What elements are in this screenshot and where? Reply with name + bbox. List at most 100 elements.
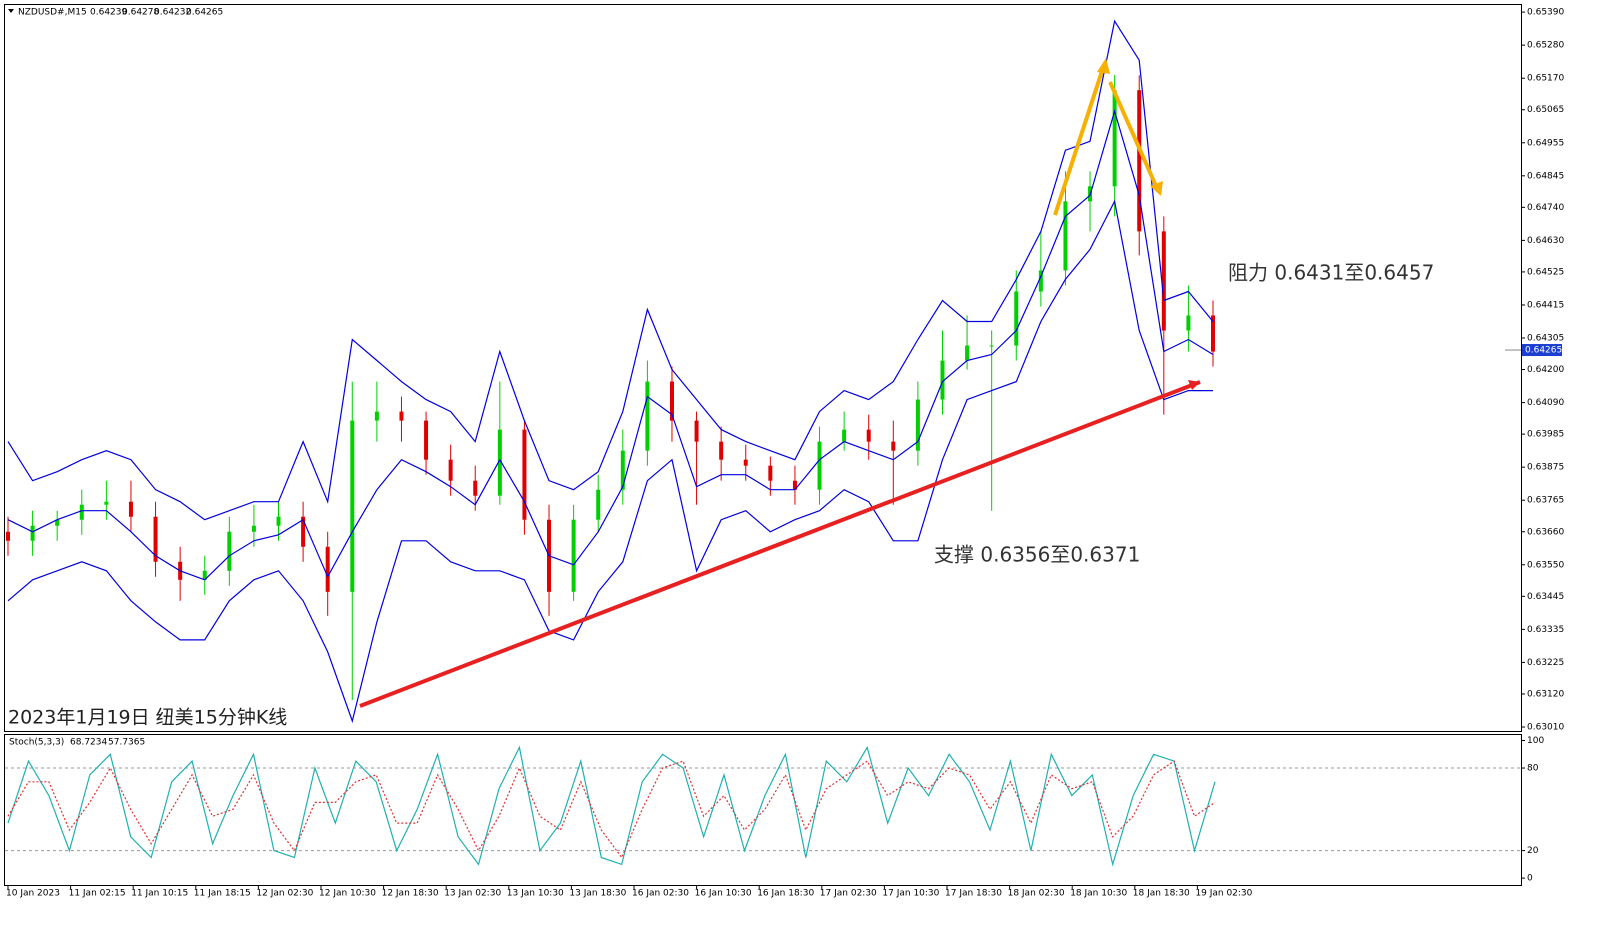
header-value: 0.64278 — [122, 8, 159, 18]
symbol: NZDUSD#,M15 — [18, 8, 87, 18]
candle-body — [522, 429, 527, 520]
candle-body — [817, 441, 822, 490]
candle-body — [30, 525, 35, 541]
candle-body — [1211, 315, 1215, 352]
down-arrow — [1108, 81, 1158, 187]
candle-body — [473, 480, 478, 496]
header-value: 0.64265 — [186, 8, 223, 18]
candle-body — [792, 480, 797, 490]
stoch-signal — [7, 760, 1216, 859]
x-tick-label: 13 Jan 18:30 — [569, 889, 626, 899]
main-panel — [4, 4, 1522, 732]
header-value: 0.64232 — [154, 8, 191, 18]
candle-body — [669, 381, 674, 421]
x-tick-label: 12 Jan 02:30 — [256, 889, 313, 899]
candle-body — [915, 399, 920, 451]
y-tick-label: 0 — [1527, 874, 1533, 884]
y-tick-label: 0.63985 — [1527, 430, 1564, 440]
candle-body — [202, 570, 207, 580]
candle-body — [1161, 231, 1166, 331]
x-tick-label: 11 Jan 10:15 — [131, 889, 188, 899]
y-tick-label: 0.63225 — [1527, 658, 1564, 668]
candle-body — [1186, 315, 1191, 331]
y-tick-label: 100 — [1527, 736, 1544, 746]
candle-body — [596, 489, 601, 520]
candle-body — [965, 345, 970, 361]
candle-body — [424, 420, 429, 460]
y-tick-label: 0.64090 — [1527, 398, 1564, 408]
candle-body — [1112, 90, 1117, 187]
x-tick-label: 11 Jan 18:15 — [194, 889, 251, 899]
x-tick-label: 18 Jan 18:30 — [1133, 889, 1190, 899]
candle-body — [399, 411, 404, 421]
candle-body — [866, 429, 871, 442]
candle-body — [448, 459, 453, 481]
y-tick-label: 0.63765 — [1527, 496, 1564, 506]
indicator-value: 68.7234 — [70, 738, 107, 748]
y-tick-label: 0.65390 — [1527, 8, 1564, 18]
candle-body — [301, 516, 306, 547]
drawings — [359, 58, 1201, 708]
candle-body — [128, 501, 133, 517]
x-tick-label: 17 Jan 02:30 — [820, 889, 877, 899]
x-tick-label: 13 Jan 10:30 — [507, 889, 564, 899]
y-tick-label: 0.65170 — [1527, 74, 1564, 84]
support-note: 支撑 0.6356至0.6371 — [934, 543, 1140, 567]
candle-body — [325, 546, 330, 592]
x-tick-label: 18 Jan 10:30 — [1070, 889, 1127, 899]
y-tick-label: 20 — [1527, 846, 1539, 856]
candle-body — [55, 519, 60, 526]
indicator-title: Stoch(5,3,3) — [9, 738, 64, 748]
support-trendline — [359, 380, 1201, 708]
band-upper — [7, 19, 1214, 521]
up-arrow — [1053, 67, 1105, 216]
candle-body — [1014, 291, 1019, 346]
caption: 2023年1月19日 纽美15分钟K线 — [8, 707, 287, 729]
candle-body — [1038, 270, 1043, 292]
candle-body — [153, 516, 158, 562]
y-tick-label: 0.63550 — [1527, 560, 1564, 570]
candle-body — [1137, 90, 1142, 232]
y-tick-label: 80 — [1527, 764, 1539, 774]
candle-body — [6, 531, 10, 541]
y-tick-label: 0.64200 — [1527, 365, 1564, 375]
x-tick-label: 13 Jan 02:30 — [444, 889, 501, 899]
x-tick-label: 16 Jan 02:30 — [632, 889, 689, 899]
y-tick-label: 0.64955 — [1527, 138, 1564, 148]
x-tick-label: 12 Jan 10:30 — [319, 889, 376, 899]
x-tick-label: 17 Jan 18:30 — [945, 889, 1002, 899]
indicator-value: 57.7365 — [108, 738, 145, 748]
candle-body — [227, 531, 232, 571]
candle-body — [350, 420, 355, 592]
candle-body — [645, 381, 650, 451]
x-tick-label: 16 Jan 10:30 — [695, 889, 752, 899]
candle-body — [768, 465, 773, 481]
down-arrow-head — [1150, 181, 1163, 196]
band-middle — [7, 109, 1214, 581]
y-tick-label: 0.64305 — [1527, 334, 1564, 344]
candle-body — [497, 429, 502, 496]
trendline-head — [1188, 380, 1200, 390]
candle-body — [374, 411, 379, 421]
x-tick-label: 11 Jan 02:15 — [69, 889, 126, 899]
y-tick-label: 0.63875 — [1527, 463, 1564, 473]
x-tick-label: 19 Jan 02:30 — [1195, 889, 1252, 899]
candle-body — [940, 360, 945, 400]
x-tick-label: 18 Jan 02:30 — [1008, 889, 1065, 899]
candle-body — [276, 516, 281, 526]
candle-body — [719, 441, 724, 460]
x-tick-label: 16 Jan 18:30 — [757, 889, 814, 899]
y-tick-label: 0.64845 — [1527, 171, 1564, 181]
candle-body — [891, 441, 896, 451]
candle-body — [79, 504, 84, 520]
y-tick-label: 0.63335 — [1527, 625, 1564, 635]
y-tick-label: 0.63660 — [1527, 527, 1564, 537]
menu-arrow — [8, 9, 14, 13]
header-value: 0.64239 — [90, 8, 127, 18]
y-tick-label: 0.64740 — [1527, 203, 1564, 213]
band-lower — [7, 199, 1213, 724]
y-tick-label: 0.65280 — [1527, 41, 1564, 51]
current-price-tag — [1522, 344, 1562, 357]
